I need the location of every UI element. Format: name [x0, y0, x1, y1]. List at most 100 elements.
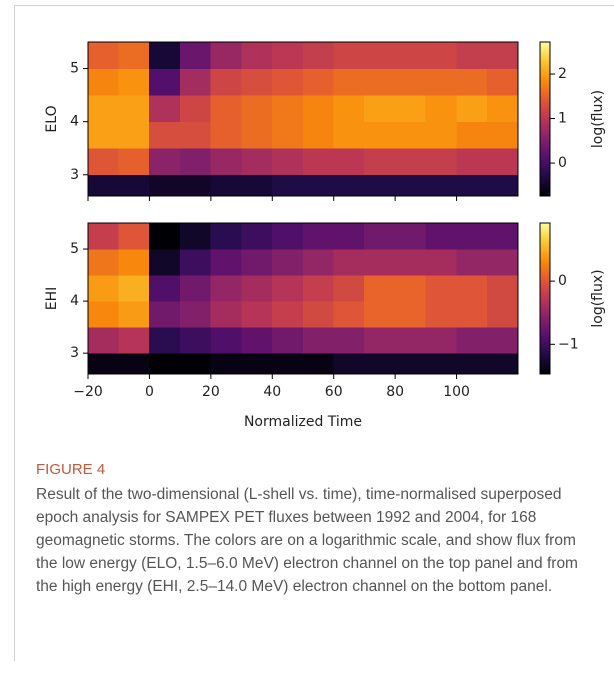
heatmap-cell: [364, 352, 396, 375]
heatmap-cell: [87, 326, 119, 354]
heatmap-cell: [149, 222, 181, 250]
heatmap-cell: [118, 248, 150, 276]
heatmap-cell: [241, 147, 273, 176]
heatmap-cell: [425, 352, 457, 375]
figure-plot: 3 4 5 ELO 0 1 2 log(flux) 3 4 5 −20 0 20 40 60 80 100 Norm…: [44, 41, 606, 430]
heatmap-cell: [179, 352, 212, 375]
heatmap-cell: [364, 274, 396, 302]
heatmap-cell: [456, 147, 488, 176]
heatmap-cell: [272, 147, 304, 176]
heatmap-cell: [364, 222, 396, 250]
x-tick-label: −20: [73, 384, 103, 400]
x-tick-label: 80: [386, 384, 404, 400]
heatmap-cell: [241, 300, 273, 328]
heatmap-cell: [487, 41, 519, 69]
heatmap-cell: [241, 248, 273, 276]
heatmap-cell: [364, 326, 396, 354]
heatmap-cell: [364, 121, 396, 149]
heatmap-cell: [333, 222, 365, 250]
heatmap-cell: [241, 274, 273, 302]
heatmap-cell: [149, 274, 181, 302]
heatmap-cell: [333, 121, 365, 149]
heatmap-cell: [394, 147, 427, 176]
heatmap-cell: [394, 174, 427, 197]
heatmap-cell: [87, 41, 119, 69]
heatmap-cell: [333, 326, 365, 354]
heatmap-cell: [333, 274, 365, 302]
y-axis-label: EHI: [44, 287, 60, 311]
heatmap-cell: [364, 147, 396, 176]
heatmap-cell: [241, 174, 273, 197]
heatmap-cell: [425, 68, 457, 96]
heatmap-cell: [87, 68, 119, 96]
heatmap-cell: [487, 300, 519, 328]
heatmap-cell: [272, 174, 304, 197]
heatmap-cell: [210, 326, 242, 354]
heatmap-cell: [149, 68, 181, 96]
colorbar-label: log(flux): [590, 90, 606, 148]
heatmap-cell: [456, 300, 488, 328]
heatmap-cell: [425, 121, 457, 149]
heatmap-cell: [364, 300, 396, 328]
heatmap-cell: [210, 274, 242, 302]
heatmap-cell: [118, 352, 150, 375]
heatmap-cell: [272, 326, 304, 354]
figure-frame: [14, 5, 614, 661]
heatmap-cell: [272, 248, 304, 276]
heatmap-cell: [302, 121, 334, 149]
heatmap-cell: [364, 248, 396, 276]
heatmap-cell: [179, 94, 212, 122]
colorbar-tick-label: 2: [558, 66, 567, 82]
heatmap-cell: [272, 352, 304, 375]
colorbar: [539, 41, 551, 197]
heatmap-cell: [241, 68, 273, 96]
heatmap-cell: [425, 147, 457, 176]
heatmap-cell: [487, 274, 519, 302]
heatmap-cell: [118, 68, 150, 96]
y-tick-label: 5: [70, 61, 79, 77]
heatmap-cell: [333, 174, 365, 197]
heatmap-cell: [456, 94, 488, 122]
plot-frame: [87, 222, 519, 375]
heatmap-cell: [487, 326, 519, 354]
heatmap-cell: [210, 174, 242, 197]
heatmap-cell: [487, 147, 519, 176]
heatmap-cell: [394, 222, 427, 250]
heatmap-cell: [149, 174, 181, 197]
caption-label: FIGURE 4: [36, 461, 106, 478]
heatmap-cell: [179, 222, 212, 250]
heatmap-cell: [149, 248, 181, 276]
heatmap-cell: [333, 300, 365, 328]
colorbar-label: log(flux): [590, 269, 606, 327]
heatmap-cell: [210, 300, 242, 328]
x-tick-label: 100: [443, 384, 470, 400]
heatmap-cell: [87, 94, 119, 122]
heatmap-cell: [241, 326, 273, 354]
x-tick-label: 60: [325, 384, 343, 400]
heatmap-cell: [425, 300, 457, 328]
heatmap-cell: [333, 68, 365, 96]
heatmap-cell: [118, 94, 150, 122]
heatmap-cell: [456, 274, 488, 302]
heatmap-cell: [394, 300, 427, 328]
heatmap-cell: [210, 94, 242, 122]
heatmap-cell: [364, 41, 396, 69]
heatmap-cell: [118, 300, 150, 328]
heatmap-cell: [456, 41, 488, 69]
y-axis-label: ELO: [44, 105, 60, 132]
heatmap-cell: [87, 300, 119, 328]
heatmap-cell: [302, 248, 334, 276]
colorbar-tick-label: −1: [558, 336, 579, 352]
heatmap-cell: [179, 248, 212, 276]
heatmap-cell: [241, 222, 273, 250]
heatmap-cell: [364, 94, 396, 122]
heatmap-cell: [394, 121, 427, 149]
heatmap-cell: [87, 121, 119, 149]
heatmap-cell: [394, 41, 427, 69]
heatmap-cell: [333, 41, 365, 69]
heatmap-cell: [87, 352, 119, 375]
heatmap-cell: [456, 326, 488, 354]
heatmap-cell: [241, 41, 273, 69]
heatmap-cell: [272, 121, 304, 149]
heatmap-cell: [179, 274, 212, 302]
